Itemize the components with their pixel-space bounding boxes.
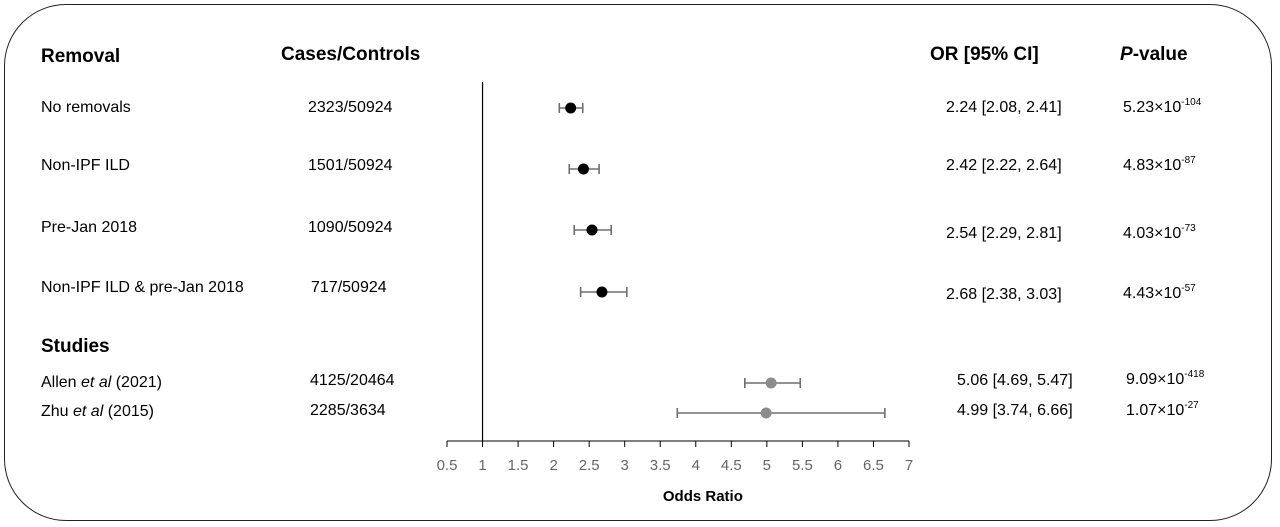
header-or-ci: OR [95% CI] xyxy=(930,44,1039,65)
figure-frame xyxy=(4,4,1272,521)
row-or-no-removals: 2.24 [2.08, 2.41] xyxy=(946,99,1062,116)
row-cases-zhu: 2285/3634 xyxy=(310,402,386,419)
x-axis-title: Odds Ratio xyxy=(663,488,743,505)
header-cases-controls: Cases/Controls xyxy=(281,44,421,65)
row-cases-allen: 4125/20464 xyxy=(310,372,395,389)
header-removal: Removal xyxy=(41,46,121,67)
x-tick-label: 4 xyxy=(692,457,700,474)
row-or-non-ipf-ild: 2.42 [2.22, 2.64] xyxy=(946,157,1062,174)
x-tick-label: 3.5 xyxy=(650,457,671,474)
row-p-combined: 4.43×10-57 xyxy=(1123,283,1196,302)
x-tick-label: 1 xyxy=(478,457,486,474)
odds-ratio-point xyxy=(596,286,608,298)
row-p-allen: 9.09×10-418 xyxy=(1126,369,1205,388)
x-tick-label: 3 xyxy=(621,457,629,474)
row-or-zhu: 4.99 [3.74, 6.66] xyxy=(957,402,1073,419)
x-tick-label: 5.5 xyxy=(792,457,813,474)
row-cases-no-removals: 2323/50924 xyxy=(308,99,393,116)
odds-ratio-point xyxy=(565,102,577,114)
row-cases-non-ipf-ild: 1501/50924 xyxy=(308,157,393,174)
x-tick-label: 7 xyxy=(905,457,913,474)
row-p-zhu: 1.07×10-27 xyxy=(1126,400,1199,419)
row-p-non-ipf-ild: 4.83×10-87 xyxy=(1123,155,1196,174)
x-tick-label: 4.5 xyxy=(721,457,742,474)
header-p-value: P-value xyxy=(1120,44,1188,65)
row-p-pre-jan-2018: 4.03×10-73 xyxy=(1123,223,1196,242)
x-tick-label: 6 xyxy=(834,457,842,474)
row-or-allen: 5.06 [4.69, 5.47] xyxy=(957,372,1073,389)
row-label-combined: Non-IPF ILD & pre-Jan 2018 xyxy=(41,279,244,296)
row-cases-combined: 717/50924 xyxy=(311,279,387,296)
odds-ratio-point xyxy=(765,377,777,389)
x-tick-label: 0.5 xyxy=(437,457,458,474)
row-label-pre-jan-2018: Pre-Jan 2018 xyxy=(41,219,138,236)
odds-ratio-point xyxy=(577,163,589,175)
row-label-non-ipf-ild: Non-IPF ILD xyxy=(41,157,130,174)
x-tick-label: 2.5 xyxy=(579,457,600,474)
row-cases-pre-jan-2018: 1090/50924 xyxy=(308,219,393,236)
row-label-allen: Allen et al (2021) xyxy=(41,374,162,391)
x-tick-label: 5 xyxy=(763,457,771,474)
x-tick-label: 6.5 xyxy=(863,457,884,474)
odds-ratio-point xyxy=(586,224,598,236)
row-or-combined: 2.68 [2.38, 3.03] xyxy=(946,286,1062,303)
row-or-pre-jan-2018: 2.54 [2.29, 2.81] xyxy=(946,225,1062,242)
row-p-no-removals: 5.23×10-104 xyxy=(1123,97,1202,116)
x-tick-label: 1.5 xyxy=(508,457,529,474)
odds-ratio-point xyxy=(760,407,772,419)
row-label-zhu: Zhu et al (2015) xyxy=(41,403,154,420)
row-label-no-removals: No removals xyxy=(41,99,131,116)
section-studies: Studies xyxy=(41,336,110,357)
x-tick-label: 2 xyxy=(549,457,557,474)
